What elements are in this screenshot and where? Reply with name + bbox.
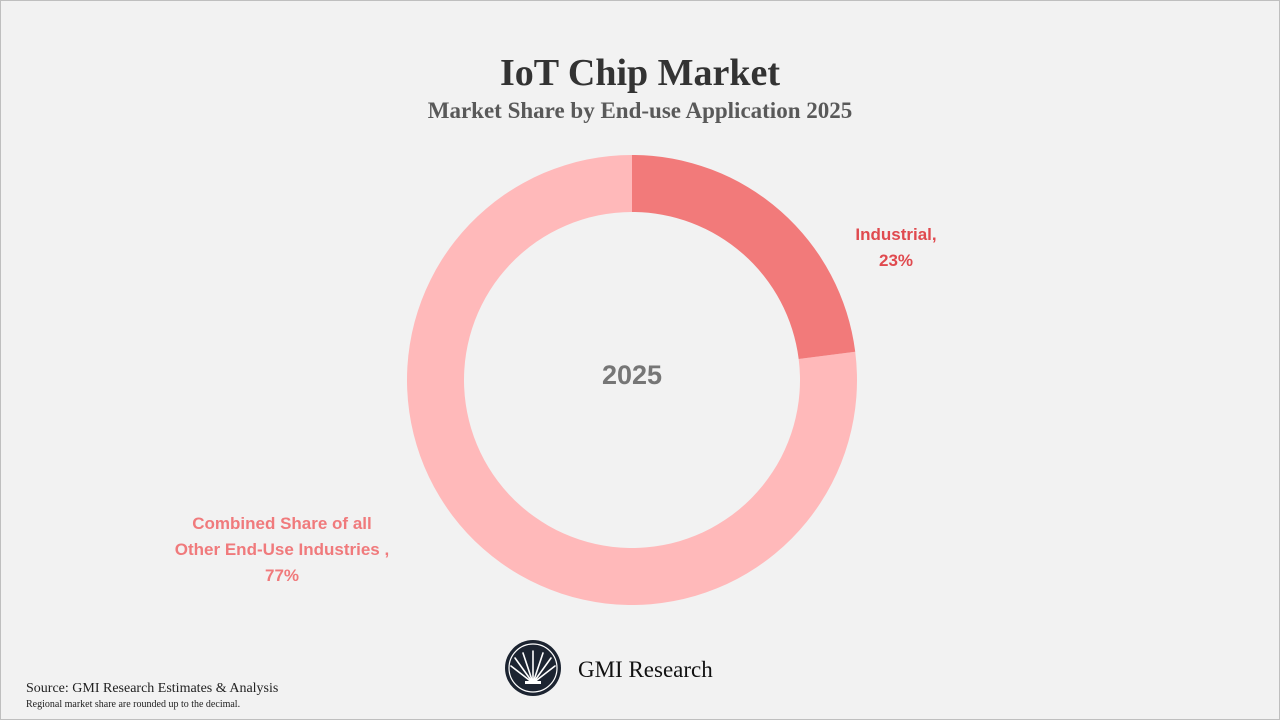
data-label: Industrial, 23% bbox=[791, 222, 1001, 274]
category-label: Industrial, bbox=[855, 225, 937, 244]
chart-title: IoT Chip Market bbox=[499, 52, 781, 94]
logo bbox=[505, 640, 561, 696]
logo-text: GMI Research bbox=[578, 657, 713, 682]
note: Regional market share are rounded up to … bbox=[26, 699, 241, 710]
source: Source: GMI Research Estimates & Analysi… bbox=[26, 681, 279, 696]
category-label: Combined Share of all Other End-Use Indu… bbox=[174, 514, 390, 559]
value-label: 23% bbox=[878, 251, 914, 270]
chart-subtitle: Market Share by End-use Application 2025 bbox=[427, 98, 853, 123]
center-label: 2025 bbox=[602, 360, 662, 390]
value-label: 77% bbox=[264, 566, 300, 585]
donut-segment bbox=[632, 155, 856, 359]
data-label: Combined Share of all Other End-Use Indu… bbox=[142, 511, 422, 589]
